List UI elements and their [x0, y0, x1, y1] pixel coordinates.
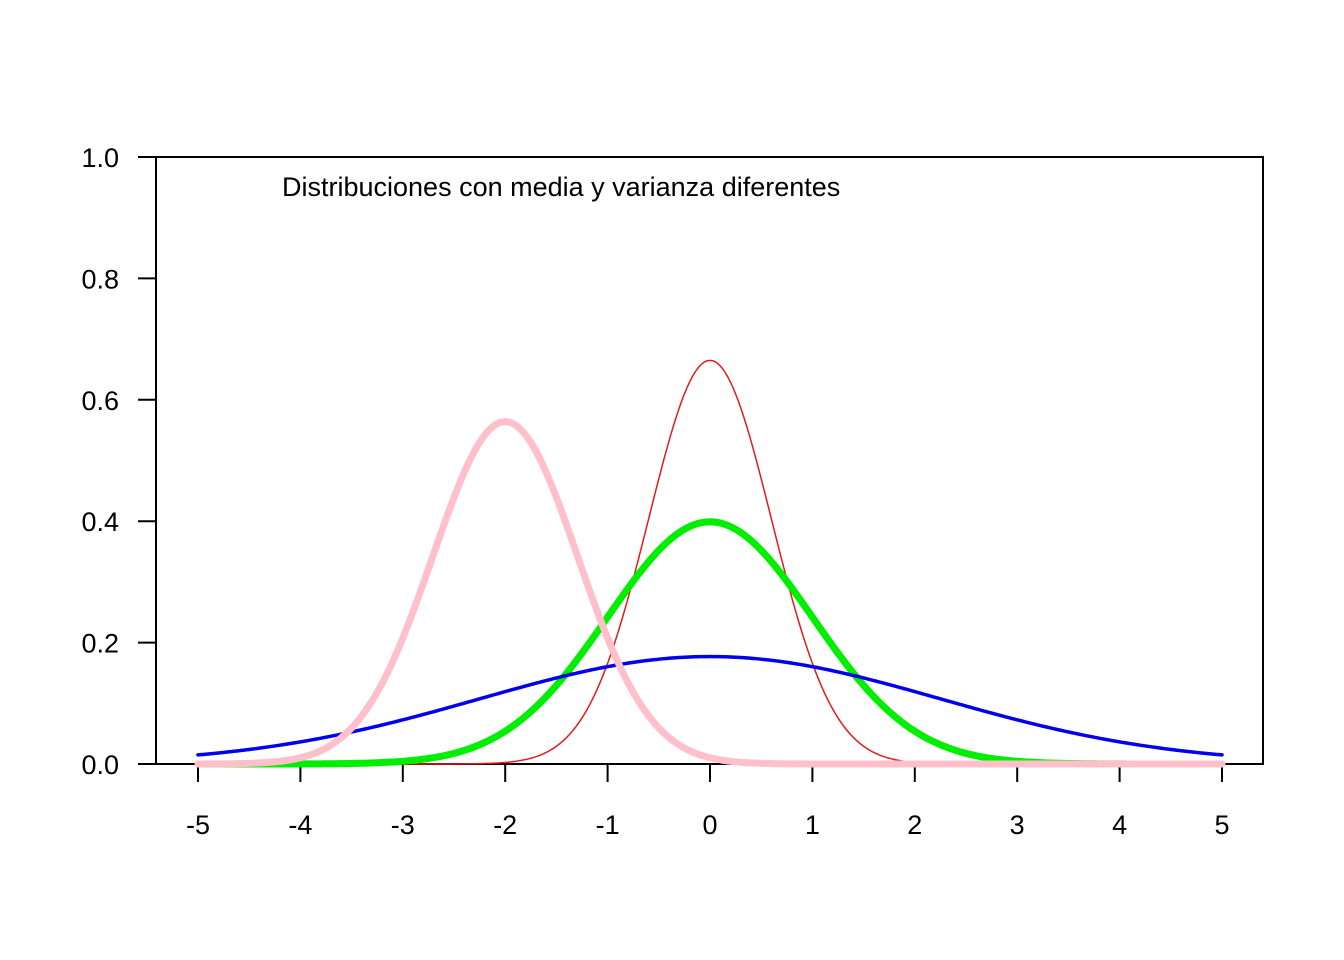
x-tick-label: -3: [391, 810, 415, 840]
series-line-3: [196, 654, 1224, 757]
series-line-4: [194, 418, 1226, 768]
x-tick-label: -5: [186, 810, 210, 840]
series-line-1: [197, 359, 1223, 765]
x-tick-label: 2: [907, 810, 922, 840]
chart-annotation: Distribuciones con media y varianza dife…: [282, 172, 840, 202]
x-tick-label: -1: [596, 810, 620, 840]
y-axis: 0.0 0.2 0.4 0.6 0.8 1.0: [81, 143, 157, 780]
x-tick-label: 0: [702, 810, 717, 840]
x-tick-label: 3: [1010, 810, 1025, 840]
y-tick-label: 0.6: [81, 386, 119, 416]
y-tick-label: 0.0: [81, 750, 119, 780]
y-tick-label: 0.8: [81, 264, 119, 294]
x-tick-label: 5: [1214, 810, 1229, 840]
y-tick-label: 0.2: [81, 629, 119, 659]
x-tick-label: -2: [493, 810, 517, 840]
series-layer: [194, 359, 1226, 768]
x-axis: -5 -4 -3 -2 -1 0 1 2 3 4 5: [186, 763, 1230, 840]
x-tick-label: 4: [1112, 810, 1127, 840]
x-tick-label: 1: [805, 810, 820, 840]
x-tick-label: -4: [288, 810, 312, 840]
y-tick-label: 0.4: [81, 507, 119, 537]
plot-frame: [155, 156, 1264, 765]
y-tick-label: 1.0: [81, 143, 119, 173]
